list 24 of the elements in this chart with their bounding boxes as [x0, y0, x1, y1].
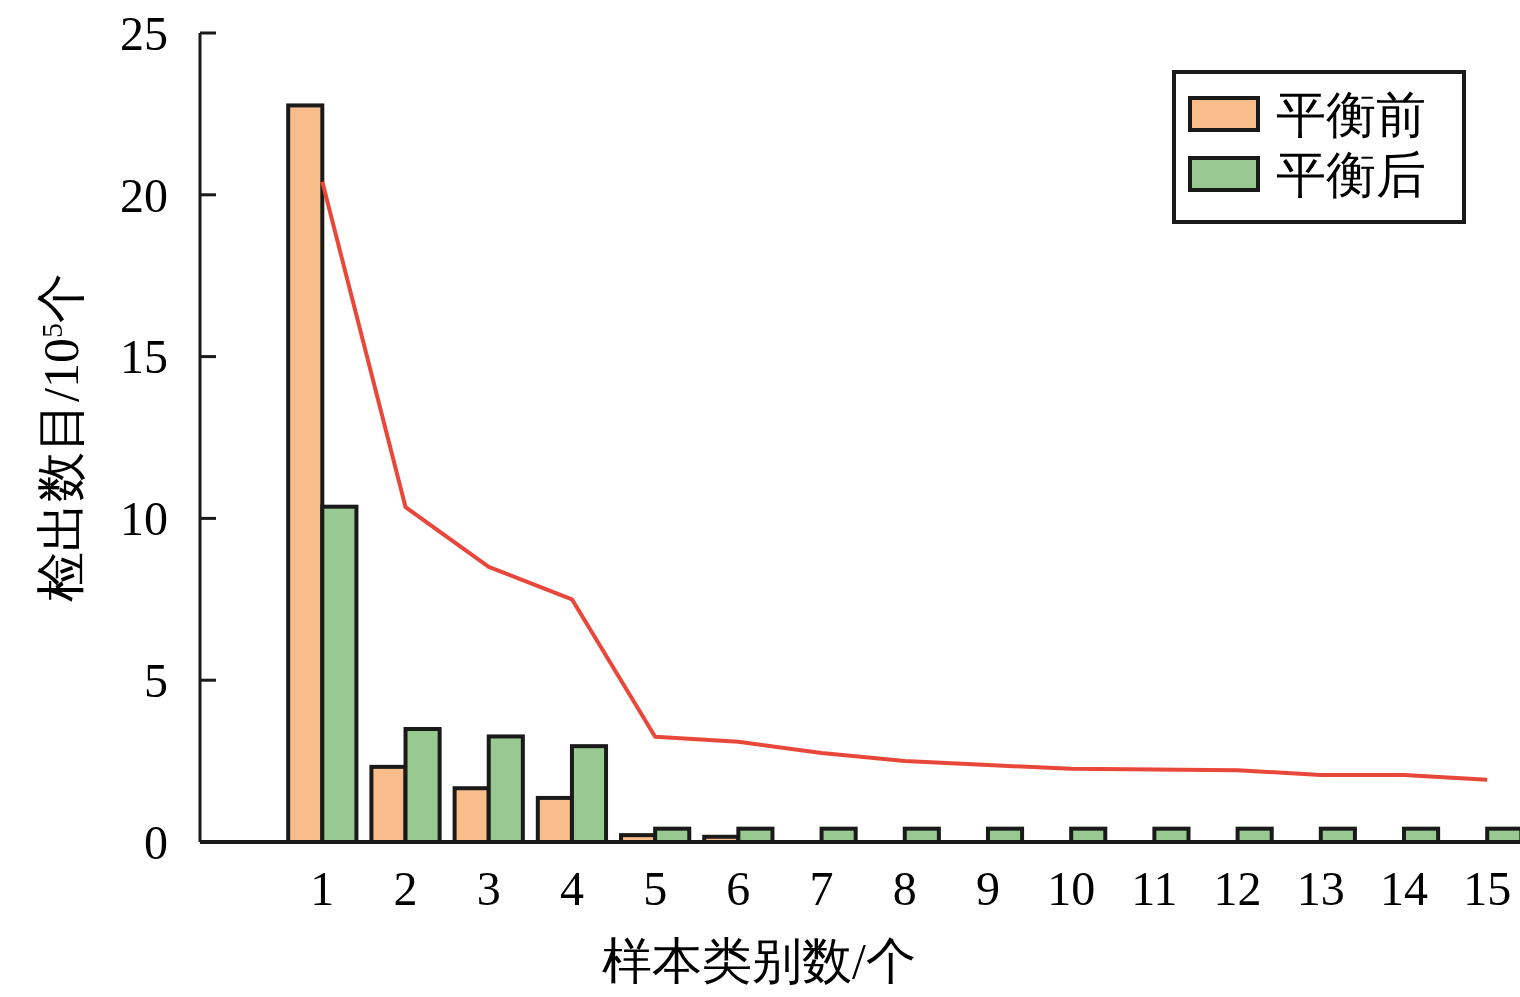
y-tick-label: 10	[120, 492, 168, 546]
x-tick-label: 7	[809, 862, 834, 915]
legend-label: 平衡后	[1276, 146, 1426, 203]
x-tick-label: 3	[476, 862, 501, 915]
y-tick-label: 20	[120, 168, 168, 222]
x-tick-label: 1	[310, 862, 335, 915]
x-tick-label: 9	[975, 862, 1000, 915]
y-tick-label: 15	[120, 330, 168, 384]
y-tick-label: 5	[144, 654, 168, 707]
legend-label: 平衡前	[1276, 86, 1426, 143]
x-tick-label: 10	[1047, 862, 1096, 915]
x-tick-label: 12	[1213, 862, 1262, 915]
x-tick-label: 14	[1380, 862, 1429, 915]
x-tick-label: 5	[643, 862, 668, 915]
x-tick-label: 15	[1463, 862, 1512, 915]
x-tick-label: 6	[726, 862, 751, 915]
y-tick-label: 0	[144, 815, 168, 869]
x-tick-label: 4	[559, 862, 584, 915]
x-tick-label: 2	[393, 862, 418, 915]
y-tick-label: 25	[120, 6, 168, 60]
x-tick-label: 11	[1131, 862, 1178, 915]
x-tick-label: 8	[892, 862, 917, 915]
x-tick-label: 13	[1296, 862, 1345, 915]
x-axis-title: 样本类别数/个	[602, 933, 916, 989]
